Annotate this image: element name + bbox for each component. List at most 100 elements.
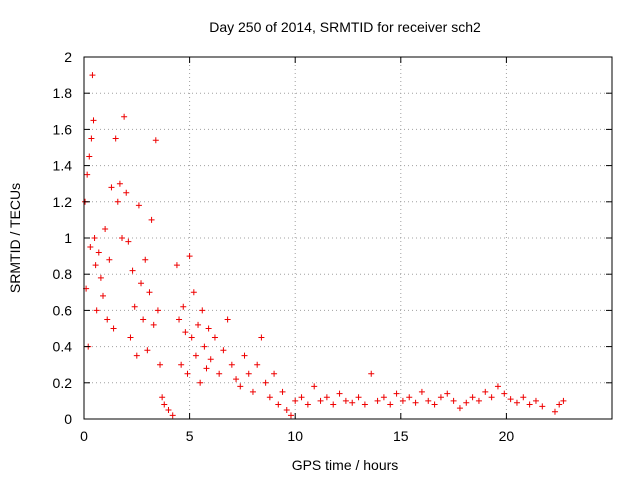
data-point <box>86 153 93 160</box>
data-point <box>161 401 168 408</box>
data-point <box>203 365 210 372</box>
y-tick-label: 0.2 <box>53 375 73 391</box>
data-point <box>182 329 189 336</box>
y-tick-label: 0.6 <box>53 302 73 318</box>
data-point <box>125 238 132 245</box>
data-point <box>144 347 151 354</box>
data-point <box>188 334 195 341</box>
data-point <box>102 225 109 232</box>
data-point <box>228 361 235 368</box>
data-point <box>131 303 138 310</box>
data-point <box>140 316 147 323</box>
data-point <box>184 370 191 377</box>
data-point <box>482 388 489 395</box>
data-point <box>173 262 180 269</box>
data-point <box>532 397 539 404</box>
data-point <box>275 401 282 408</box>
data-point <box>233 376 240 383</box>
data-point <box>271 370 278 377</box>
data-point <box>97 274 104 281</box>
data-point <box>292 397 299 404</box>
data-point <box>355 394 362 401</box>
data-point <box>224 316 231 323</box>
data-point <box>197 379 204 386</box>
tick-labels: 00.20.40.60.811.21.41.61.820 5 10 15 20 <box>53 49 515 444</box>
data-point <box>262 379 269 386</box>
chart-title: Day 250 of 2014, SRMTID for receiver sch… <box>209 19 481 35</box>
data-point <box>456 405 463 412</box>
data-point <box>520 394 527 401</box>
data-point <box>100 292 107 299</box>
data-point <box>133 352 140 359</box>
data-point <box>475 397 482 404</box>
y-tick-label: 0 <box>64 411 72 427</box>
data-point <box>539 403 546 410</box>
data-point <box>201 343 208 350</box>
data-point <box>220 347 227 354</box>
y-tick-label: 0.4 <box>53 339 73 355</box>
data-point <box>207 356 214 363</box>
data-point <box>450 397 457 404</box>
data-point <box>380 394 387 401</box>
data-point <box>406 394 413 401</box>
data-point <box>266 394 273 401</box>
data-point <box>116 180 123 187</box>
data-point <box>349 399 356 406</box>
data-point <box>129 267 136 274</box>
y-tick-label: 0.8 <box>53 266 73 282</box>
y-tick-label: 1.8 <box>53 85 73 101</box>
data-point <box>237 383 244 390</box>
data-point <box>279 388 286 395</box>
data-point <box>336 390 343 397</box>
data-point <box>119 235 126 241</box>
grid-lines <box>84 57 612 419</box>
data-point <box>186 253 193 260</box>
data-point <box>90 117 97 124</box>
data-point <box>245 370 252 377</box>
data-point <box>463 399 470 406</box>
axis-ticks <box>83 56 612 420</box>
data-point <box>399 397 406 404</box>
data-point <box>110 325 117 332</box>
y-tick-label: 2 <box>64 49 72 65</box>
data-point <box>95 249 102 256</box>
data-point <box>180 303 187 310</box>
data-point <box>205 325 212 332</box>
data-point <box>216 370 223 377</box>
data-point <box>190 289 197 296</box>
data-point <box>444 390 451 397</box>
data-point <box>127 334 134 341</box>
data-point <box>152 137 159 144</box>
data-point <box>437 394 444 401</box>
data-point <box>412 399 419 406</box>
data-point <box>211 334 218 341</box>
data-point <box>513 399 520 406</box>
data-point <box>92 262 99 269</box>
data-point <box>526 401 533 408</box>
data-point <box>93 307 100 314</box>
x-tick-label: 20 <box>499 428 515 444</box>
data-point <box>249 388 256 395</box>
data-point <box>494 383 501 390</box>
data-point <box>418 388 425 395</box>
data-point <box>106 256 113 263</box>
data-point <box>176 316 183 323</box>
x-tick-label: 0 <box>80 428 88 444</box>
x-tick-label: 10 <box>287 428 303 444</box>
x-axis-label: GPS time / hours <box>292 457 399 473</box>
data-point <box>507 396 514 403</box>
data-point <box>241 352 248 359</box>
y-tick-label: 1.2 <box>53 194 73 210</box>
data-point <box>178 361 185 368</box>
data-point <box>425 397 432 404</box>
data-point <box>135 202 142 209</box>
data-point <box>254 361 261 368</box>
x-tick-label: 15 <box>393 428 409 444</box>
data-point <box>192 352 199 359</box>
data-point <box>311 383 318 390</box>
data-point <box>323 394 330 401</box>
data-point <box>283 406 290 413</box>
data-point <box>317 397 324 404</box>
data-point <box>157 361 164 368</box>
